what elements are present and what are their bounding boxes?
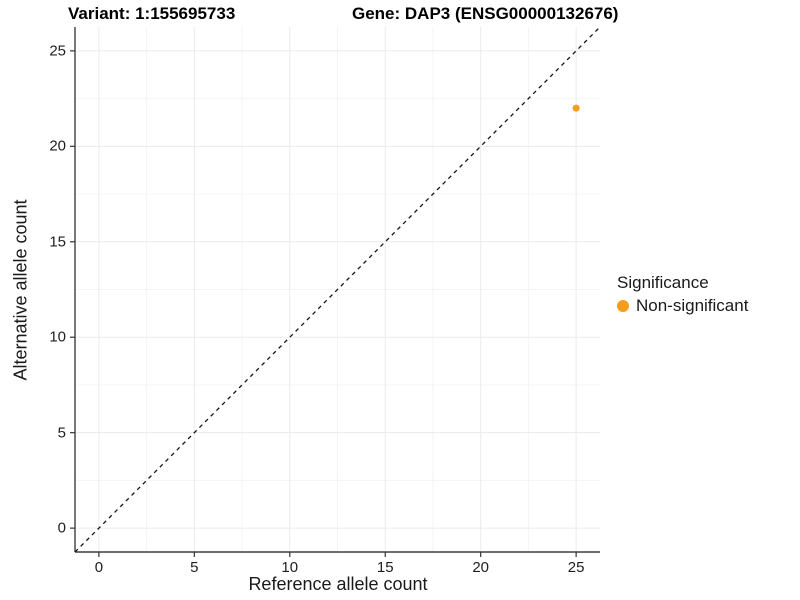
- gene-title: Gene: DAP3 (ENSG00000132676): [352, 4, 619, 23]
- y-tick-label: 20: [49, 137, 66, 155]
- data-point: [572, 104, 580, 112]
- y-tick-label: 0: [57, 519, 66, 537]
- x-tick-label: 5: [190, 559, 199, 576]
- legend-item-label: Non-significant: [636, 296, 749, 315]
- x-axis-title: Reference allele count: [248, 574, 428, 594]
- legend-item-non-significant: Non-significant: [617, 296, 748, 316]
- y-tick-label: 10: [49, 328, 66, 346]
- y-tick-label: 25: [49, 42, 66, 60]
- legend-point-icon: [617, 300, 629, 312]
- x-tick-label: 15: [376, 559, 394, 576]
- legend-title: Significance: [617, 273, 709, 292]
- legend: Significance Non-significant: [617, 272, 748, 316]
- y-tick-label: 15: [49, 233, 66, 251]
- x-tick-label: 25: [567, 559, 585, 576]
- variant-title: Variant: 1:155695733: [68, 4, 236, 23]
- identity-dashed-line: [74, 26, 601, 553]
- x-tick-label: 0: [94, 559, 104, 576]
- y-tick-label: 5: [57, 424, 66, 442]
- x-tick-label: 20: [472, 559, 490, 576]
- y-axis-title: Alternative allele count: [10, 199, 31, 381]
- x-tick-label: 10: [281, 559, 299, 576]
